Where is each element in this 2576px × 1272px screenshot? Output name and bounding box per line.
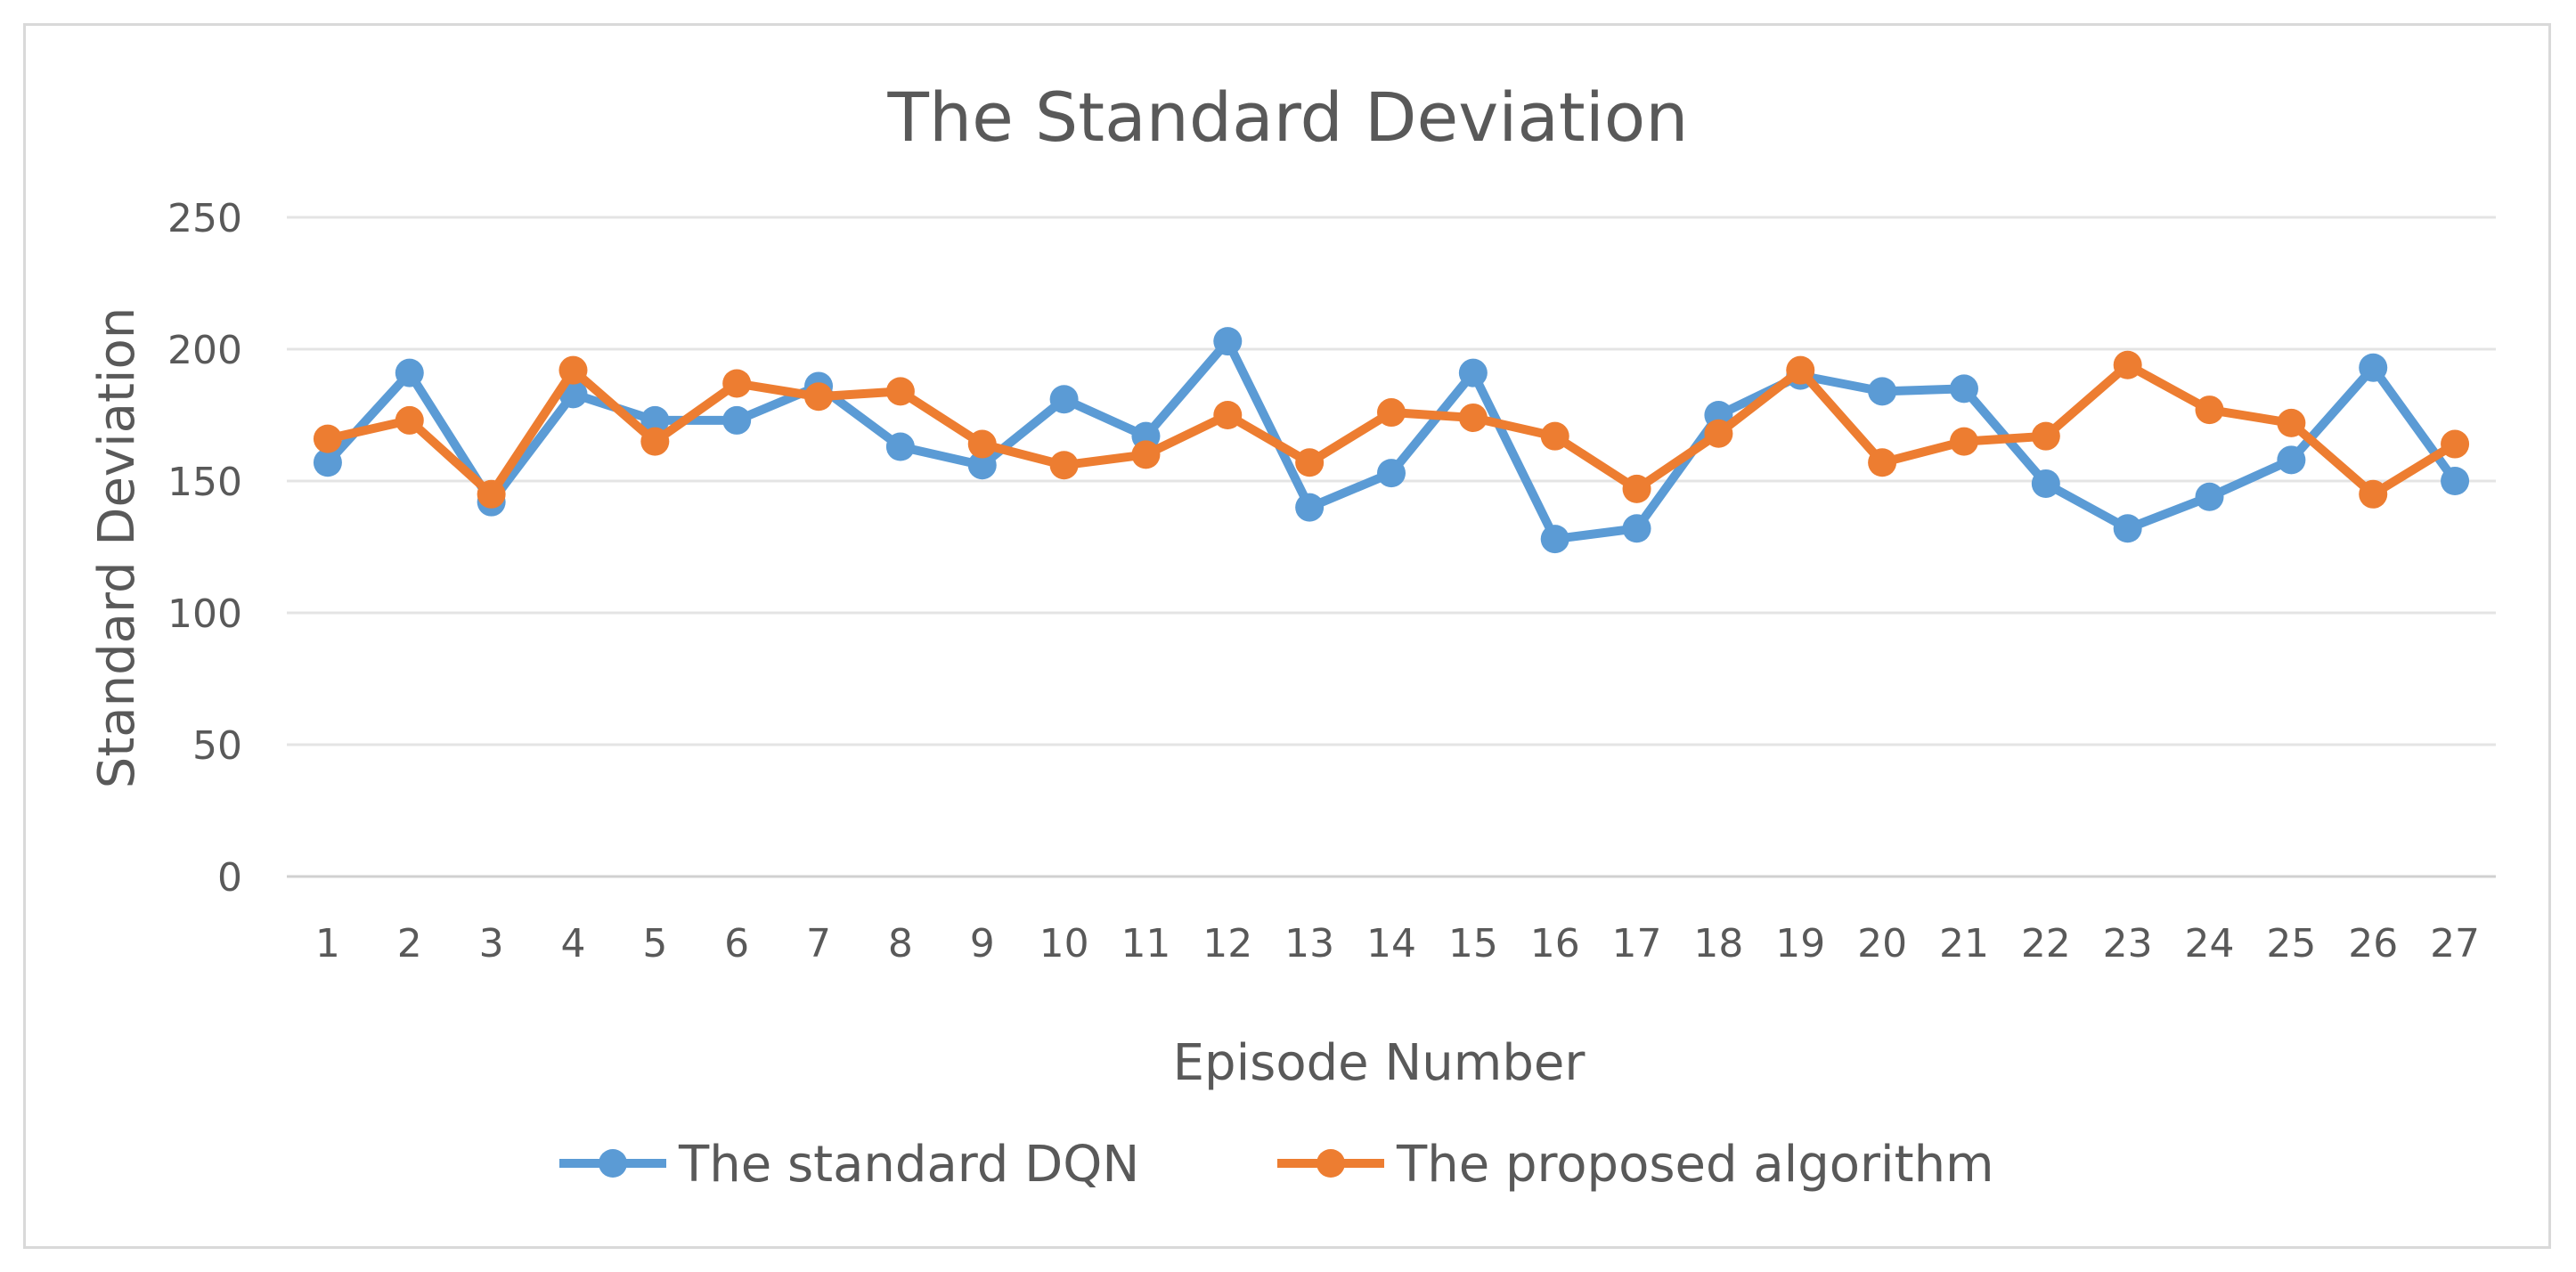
data-point-proposed-18	[1704, 419, 1733, 448]
data-point-dqn-1	[313, 448, 342, 477]
data-point-proposed-5	[640, 427, 670, 456]
data-point-proposed-9	[967, 429, 997, 459]
data-point-dqn-13	[1295, 493, 1325, 522]
y-tick-label-50: 50	[192, 723, 242, 769]
data-point-dqn-5	[640, 405, 670, 435]
y-axis-label: Standard Deviation	[88, 307, 146, 788]
x-tick-label-15: 15	[1448, 921, 1498, 966]
x-tick-label-3: 3	[479, 921, 504, 966]
x-tick-label-5: 5	[642, 921, 667, 966]
x-tick-label-10: 10	[1039, 921, 1089, 966]
series-group	[313, 327, 2470, 554]
data-point-proposed-23	[2113, 350, 2142, 379]
x-tick-label-20: 20	[1857, 921, 1907, 966]
data-point-proposed-25	[2277, 408, 2306, 437]
legend-swatch-marker-proposed	[1317, 1149, 1345, 1178]
x-tick-label-6: 6	[724, 921, 749, 966]
x-tick-label-17: 17	[1612, 921, 1662, 966]
data-point-proposed-27	[2441, 429, 2470, 459]
data-point-dqn-17	[1622, 514, 1651, 543]
x-tick-label-27: 27	[2430, 921, 2480, 966]
legend-swatch-marker-dqn	[599, 1149, 627, 1178]
y-tick-labels: 0 50 100 150 200 250	[167, 196, 242, 901]
y-tick-label-100: 100	[167, 591, 242, 637]
x-tick-label-4: 4	[560, 921, 585, 966]
data-point-dqn-12	[1213, 327, 1243, 356]
data-point-proposed-7	[804, 382, 834, 412]
x-tick-label-9: 9	[970, 921, 995, 966]
legend-label-dqn: The standard DQN	[678, 1136, 1139, 1194]
legend: The standard DQN The proposed algorithm	[559, 1136, 1994, 1194]
x-tick-label-11: 11	[1121, 921, 1170, 966]
x-tick-label-23: 23	[2103, 921, 2153, 966]
data-point-proposed-24	[2195, 395, 2224, 425]
data-point-proposed-17	[1622, 474, 1651, 503]
data-point-dqn-21	[1949, 374, 1978, 404]
data-point-dqn-8	[885, 432, 915, 461]
data-point-proposed-6	[722, 369, 752, 398]
data-point-dqn-27	[2441, 467, 2470, 495]
x-tick-label-25: 25	[2266, 921, 2316, 966]
data-point-proposed-26	[2359, 479, 2388, 509]
series-proposed	[313, 350, 2470, 509]
data-point-dqn-20	[1868, 377, 1897, 406]
data-point-proposed-15	[1458, 403, 1488, 432]
x-tick-label-2: 2	[397, 921, 422, 966]
y-tick-label-200: 200	[167, 328, 242, 373]
x-tick-label-7: 7	[806, 921, 831, 966]
data-point-dqn-9	[967, 451, 997, 480]
data-point-dqn-6	[722, 405, 752, 435]
y-tick-label-0: 0	[217, 855, 242, 901]
data-point-dqn-15	[1458, 358, 1488, 387]
x-tick-label-19: 19	[1775, 921, 1825, 966]
data-point-proposed-21	[1949, 427, 1978, 456]
x-tick-label-14: 14	[1366, 921, 1416, 966]
data-point-dqn-23	[2113, 514, 2142, 543]
x-tick-label-22: 22	[2021, 921, 2071, 966]
data-point-proposed-1	[313, 424, 342, 453]
data-point-dqn-22	[2031, 469, 2060, 498]
data-point-dqn-10	[1049, 385, 1079, 414]
chart-frame	[23, 23, 2551, 1249]
data-point-proposed-3	[477, 479, 506, 509]
x-tick-label-24: 24	[2185, 921, 2235, 966]
x-tick-label-1: 1	[315, 921, 340, 966]
data-point-proposed-10	[1049, 451, 1079, 480]
data-point-proposed-19	[1786, 355, 1815, 385]
x-tick-label-26: 26	[2348, 921, 2398, 966]
x-tick-label-21: 21	[1939, 921, 1989, 966]
data-point-proposed-11	[1131, 440, 1161, 469]
x-axis-label: Episode Number	[1173, 1034, 1586, 1092]
data-point-dqn-25	[2277, 445, 2306, 475]
x-tick-label-8: 8	[888, 921, 913, 966]
y-tick-label-250: 250	[167, 196, 242, 241]
data-point-dqn-24	[2195, 482, 2224, 511]
x-tick-label-18: 18	[1693, 921, 1743, 966]
data-point-proposed-16	[1540, 421, 1569, 451]
gridlines	[287, 216, 2496, 878]
legend-label-proposed: The proposed algorithm	[1396, 1136, 1994, 1194]
data-point-proposed-22	[2031, 421, 2060, 451]
x-tick-label-13: 13	[1284, 921, 1334, 966]
data-point-dqn-16	[1540, 525, 1569, 554]
data-point-proposed-14	[1377, 398, 1406, 428]
data-point-dqn-2	[395, 358, 424, 387]
y-tick-label-150: 150	[167, 460, 242, 505]
data-point-proposed-20	[1868, 448, 1897, 477]
data-point-proposed-4	[558, 355, 588, 385]
chart-title: The Standard Deviation	[887, 77, 1689, 157]
series-dqn	[313, 327, 2470, 554]
data-point-proposed-13	[1295, 448, 1325, 477]
data-point-dqn-14	[1377, 459, 1406, 488]
data-point-proposed-8	[885, 377, 915, 406]
data-point-dqn-26	[2359, 353, 2388, 382]
x-tick-labels: 1 2 3 4 5 6 7 8 9 10 11 12 13 14 15 16 17 18 19 20 21 22 23 24 2…	[315, 921, 2480, 966]
x-tick-label-16: 16	[1530, 921, 1580, 966]
x-tick-label-12: 12	[1202, 921, 1252, 966]
data-point-proposed-12	[1213, 401, 1243, 429]
data-point-proposed-2	[395, 405, 424, 435]
